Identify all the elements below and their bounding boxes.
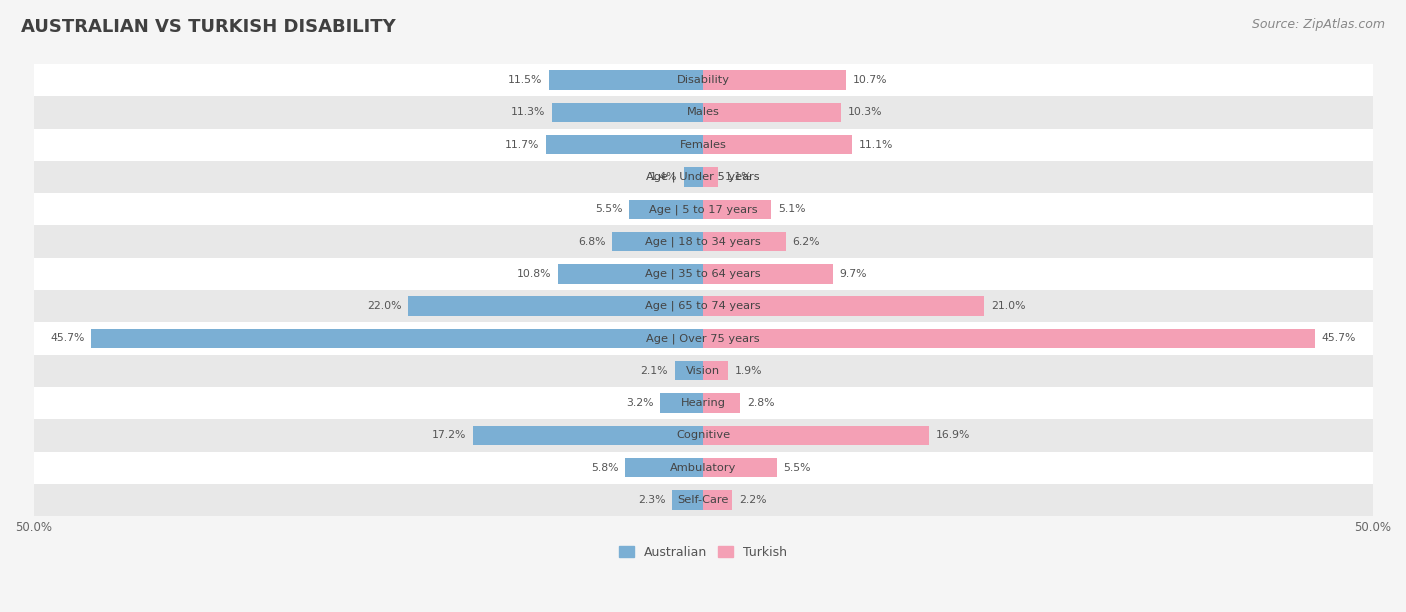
Bar bbox=[34, 129, 1372, 161]
Bar bbox=[703, 264, 832, 283]
Text: 5.5%: 5.5% bbox=[783, 463, 811, 472]
Bar bbox=[34, 290, 1372, 323]
Bar bbox=[703, 232, 786, 252]
Text: 1.1%: 1.1% bbox=[724, 172, 752, 182]
Text: 45.7%: 45.7% bbox=[51, 334, 84, 343]
Text: 5.8%: 5.8% bbox=[591, 463, 619, 472]
Text: 21.0%: 21.0% bbox=[991, 301, 1025, 311]
Bar bbox=[703, 490, 733, 510]
Bar bbox=[34, 96, 1372, 129]
Text: 3.2%: 3.2% bbox=[626, 398, 654, 408]
Bar bbox=[34, 193, 1372, 225]
Text: 10.3%: 10.3% bbox=[848, 107, 882, 118]
Text: 6.8%: 6.8% bbox=[578, 237, 605, 247]
Bar bbox=[547, 135, 703, 154]
Text: 11.7%: 11.7% bbox=[505, 140, 540, 150]
Text: 17.2%: 17.2% bbox=[432, 430, 465, 441]
Bar bbox=[612, 232, 703, 252]
Bar bbox=[661, 394, 703, 412]
Bar bbox=[34, 387, 1372, 419]
Bar bbox=[472, 426, 703, 445]
Text: 11.5%: 11.5% bbox=[508, 75, 543, 85]
Bar bbox=[34, 225, 1372, 258]
Text: 2.8%: 2.8% bbox=[747, 398, 775, 408]
Bar bbox=[672, 490, 703, 510]
Text: Age | Under 5 years: Age | Under 5 years bbox=[647, 172, 759, 182]
Bar bbox=[703, 135, 852, 154]
Text: Ambulatory: Ambulatory bbox=[669, 463, 737, 472]
Bar bbox=[34, 452, 1372, 484]
Text: 2.3%: 2.3% bbox=[638, 495, 665, 505]
Bar bbox=[703, 426, 929, 445]
Bar bbox=[703, 329, 1315, 348]
Text: Disability: Disability bbox=[676, 75, 730, 85]
Text: 5.1%: 5.1% bbox=[778, 204, 806, 214]
Text: Age | 5 to 17 years: Age | 5 to 17 years bbox=[648, 204, 758, 215]
Text: Vision: Vision bbox=[686, 366, 720, 376]
Text: 2.2%: 2.2% bbox=[740, 495, 766, 505]
Bar bbox=[34, 419, 1372, 452]
Bar bbox=[34, 484, 1372, 516]
Text: 1.4%: 1.4% bbox=[650, 172, 678, 182]
Text: 22.0%: 22.0% bbox=[367, 301, 402, 311]
Text: 9.7%: 9.7% bbox=[839, 269, 868, 279]
Bar bbox=[703, 200, 772, 219]
Bar bbox=[675, 361, 703, 381]
Bar bbox=[34, 258, 1372, 290]
Text: Age | Over 75 years: Age | Over 75 years bbox=[647, 333, 759, 344]
Text: 10.7%: 10.7% bbox=[853, 75, 887, 85]
Bar bbox=[548, 70, 703, 90]
Bar bbox=[703, 167, 717, 187]
Bar bbox=[91, 329, 703, 348]
Bar bbox=[408, 296, 703, 316]
Text: Females: Females bbox=[679, 140, 727, 150]
Bar bbox=[34, 64, 1372, 96]
Bar bbox=[703, 296, 984, 316]
Bar bbox=[703, 70, 846, 90]
Text: 5.5%: 5.5% bbox=[595, 204, 623, 214]
Text: 11.1%: 11.1% bbox=[858, 140, 893, 150]
Text: 6.2%: 6.2% bbox=[793, 237, 820, 247]
Text: Age | 65 to 74 years: Age | 65 to 74 years bbox=[645, 301, 761, 312]
Text: 16.9%: 16.9% bbox=[936, 430, 970, 441]
Legend: Australian, Turkish: Australian, Turkish bbox=[614, 541, 792, 564]
Text: Cognitive: Cognitive bbox=[676, 430, 730, 441]
Bar bbox=[630, 200, 703, 219]
Text: 45.7%: 45.7% bbox=[1322, 334, 1355, 343]
Bar bbox=[626, 458, 703, 477]
Text: Source: ZipAtlas.com: Source: ZipAtlas.com bbox=[1251, 18, 1385, 31]
Text: 11.3%: 11.3% bbox=[510, 107, 546, 118]
Bar bbox=[558, 264, 703, 283]
Bar bbox=[551, 103, 703, 122]
Text: Age | 35 to 64 years: Age | 35 to 64 years bbox=[645, 269, 761, 279]
Bar bbox=[703, 103, 841, 122]
Bar bbox=[34, 323, 1372, 354]
Bar bbox=[34, 161, 1372, 193]
Text: 1.9%: 1.9% bbox=[735, 366, 762, 376]
Bar bbox=[703, 458, 776, 477]
Text: Hearing: Hearing bbox=[681, 398, 725, 408]
Bar bbox=[685, 167, 703, 187]
Text: Self-Care: Self-Care bbox=[678, 495, 728, 505]
Text: AUSTRALIAN VS TURKISH DISABILITY: AUSTRALIAN VS TURKISH DISABILITY bbox=[21, 18, 396, 36]
Text: Age | 18 to 34 years: Age | 18 to 34 years bbox=[645, 236, 761, 247]
Bar bbox=[34, 354, 1372, 387]
Bar bbox=[703, 394, 741, 412]
Text: Males: Males bbox=[686, 107, 720, 118]
Text: 2.1%: 2.1% bbox=[641, 366, 668, 376]
Bar bbox=[703, 361, 728, 381]
Text: 10.8%: 10.8% bbox=[517, 269, 551, 279]
